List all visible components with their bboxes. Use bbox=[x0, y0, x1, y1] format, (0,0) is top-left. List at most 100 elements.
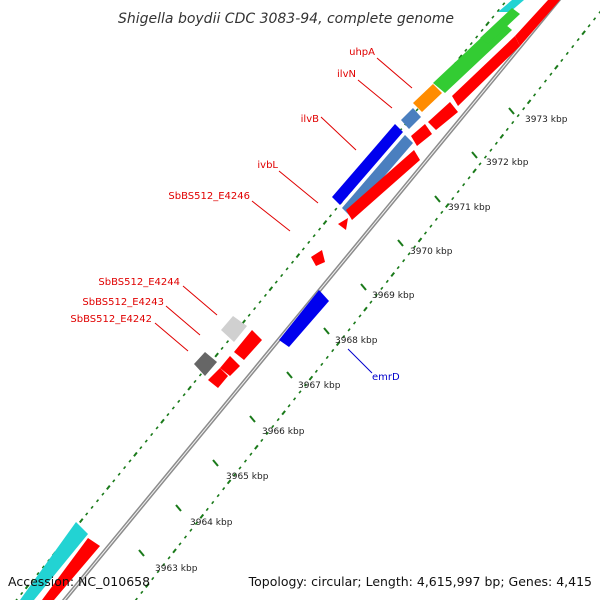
tick-mark bbox=[166, 412, 170, 417]
tick-mark bbox=[491, 15, 495, 19]
kbp-scale: 3973 kbp 3972 kbp 3971 kbp 3970 kbp 3969… bbox=[138, 107, 568, 574]
ilvN-feature bbox=[401, 108, 421, 129]
gene-label-sbbs4244: SbBS512_E4244 bbox=[98, 277, 180, 288]
kbp-label: 3967 kbp bbox=[298, 381, 341, 391]
tick-mark bbox=[232, 473, 237, 477]
tick-mark bbox=[155, 426, 159, 430]
gene-features-bottom bbox=[20, 522, 100, 600]
tick-mark bbox=[211, 500, 215, 505]
tick-mark bbox=[565, 51, 569, 56]
tick-mark bbox=[363, 306, 368, 312]
tick-mark bbox=[412, 245, 417, 249]
tick-mark bbox=[475, 35, 479, 39]
tick-mark bbox=[205, 507, 209, 512]
tick-mark bbox=[494, 141, 498, 145]
tick-mark bbox=[312, 234, 316, 238]
tick-mark bbox=[369, 300, 373, 304]
kbp-label: 3971 kbp bbox=[448, 203, 491, 213]
tick-mark bbox=[260, 438, 264, 443]
kbp-label: 3964 kbp bbox=[190, 518, 233, 528]
tick-mark bbox=[380, 286, 384, 291]
tick-mark bbox=[20, 591, 24, 596]
tick-mark bbox=[187, 385, 192, 391]
tick-mark bbox=[417, 237, 423, 243]
cds-feature bbox=[411, 124, 432, 146]
tick-mark bbox=[423, 231, 428, 235]
kbp-label: 3970 kbp bbox=[410, 247, 453, 257]
cds-feature bbox=[42, 538, 100, 600]
tick-mark bbox=[226, 479, 232, 485]
tick-mark bbox=[287, 404, 291, 408]
tick-mark bbox=[151, 576, 155, 581]
tick-mark bbox=[298, 390, 302, 394]
tick-mark bbox=[271, 424, 275, 429]
tick-mark bbox=[140, 590, 144, 595]
tick-mark bbox=[458, 54, 463, 60]
tick-mark bbox=[193, 379, 197, 384]
tick-mark bbox=[198, 373, 202, 377]
cds-feature bbox=[428, 102, 458, 130]
tick-mark bbox=[456, 189, 460, 194]
tick-mark bbox=[469, 41, 473, 46]
tick-mark bbox=[415, 108, 419, 112]
tick-mark bbox=[526, 99, 532, 105]
tick-mark bbox=[358, 314, 362, 318]
kbp-label: 3963 kbp bbox=[155, 564, 198, 574]
tick-mark bbox=[538, 86, 542, 90]
tick-mark bbox=[464, 48, 468, 52]
tick-mark bbox=[295, 253, 301, 259]
ilvB-feature bbox=[332, 124, 403, 205]
tick-mark bbox=[472, 168, 477, 174]
kbp-label: 3973 kbp bbox=[525, 115, 568, 125]
tick-mark bbox=[222, 487, 226, 491]
tick-mark bbox=[303, 383, 308, 387]
tick-mark bbox=[95, 499, 100, 503]
tick-mark bbox=[407, 252, 411, 256]
tick-mark bbox=[144, 439, 148, 443]
tick-mark bbox=[499, 133, 505, 139]
tick-mark bbox=[390, 272, 395, 278]
tick-mark bbox=[128, 459, 132, 463]
tick-mark bbox=[199, 513, 205, 519]
cds-feature bbox=[311, 250, 325, 266]
uhpA-feature bbox=[413, 84, 442, 112]
tick-mark bbox=[307, 240, 311, 245]
cyan-feature bbox=[498, 0, 524, 12]
kbp-label: 3966 kbp bbox=[262, 427, 305, 437]
tick-mark bbox=[308, 375, 314, 381]
tick-mark bbox=[85, 512, 89, 516]
tick-mark bbox=[90, 505, 94, 510]
tick-mark bbox=[516, 113, 520, 118]
tick-mark bbox=[258, 300, 262, 304]
tick-mark bbox=[177, 399, 181, 404]
gene-features-middle bbox=[194, 250, 329, 388]
tick-mark bbox=[178, 542, 182, 546]
tick-mark bbox=[182, 393, 186, 397]
tick-mark bbox=[263, 293, 267, 298]
tick-mark bbox=[352, 321, 357, 325]
tick-mark bbox=[156, 569, 160, 574]
tick-mark bbox=[576, 37, 580, 42]
gene-features-top bbox=[332, 0, 560, 230]
tick-mark bbox=[489, 148, 493, 152]
tick-mark bbox=[30, 578, 35, 582]
sbbs4244-feature bbox=[221, 316, 247, 342]
tick-mark bbox=[429, 224, 433, 228]
tick-mark bbox=[451, 196, 455, 201]
cds-feature bbox=[234, 330, 262, 360]
tick-mark bbox=[194, 521, 198, 525]
tick-mark bbox=[172, 548, 177, 554]
tick-mark bbox=[511, 120, 515, 125]
tick-mark bbox=[274, 280, 278, 284]
tick-mark bbox=[325, 355, 329, 360]
kbp-label: 3965 kbp bbox=[226, 472, 269, 482]
tick-mark bbox=[549, 72, 553, 76]
tick-mark bbox=[265, 431, 269, 436]
tick-mark bbox=[247, 313, 251, 317]
tick-mark bbox=[216, 493, 220, 498]
tick-mark bbox=[225, 340, 230, 344]
tick-mark bbox=[41, 565, 45, 569]
tick-mark bbox=[532, 93, 537, 97]
gene-label-sbbs4243: SbBS512_E4243 bbox=[82, 297, 164, 308]
